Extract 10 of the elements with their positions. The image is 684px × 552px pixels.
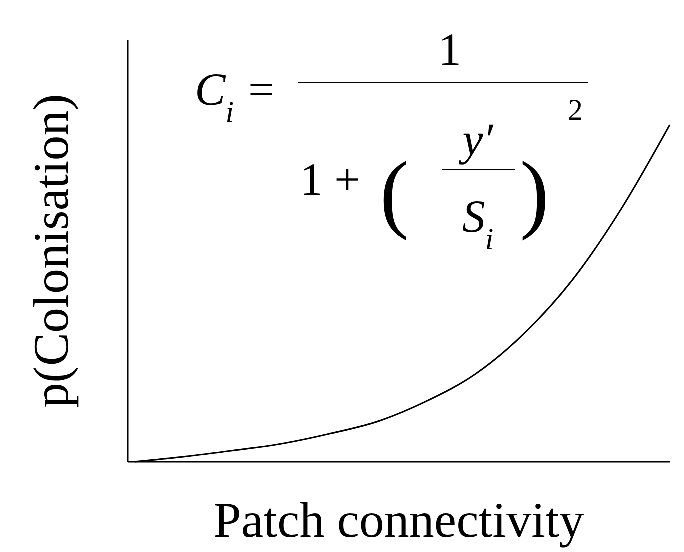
y-axis-title: p(Colonisation) [23,94,79,408]
annotation: S$_{i}$ [462,191,494,256]
annotation: 2 [568,94,583,127]
annotation: ) [520,145,550,242]
annotation: y′ [458,114,494,165]
x-axis-title: Patch connectivity [214,492,584,548]
text: 1 [438,24,462,75]
annotation: ( [380,145,410,242]
annotation: 1 + [300,154,360,205]
annotation: C$_{i}$ = [195,64,277,128]
